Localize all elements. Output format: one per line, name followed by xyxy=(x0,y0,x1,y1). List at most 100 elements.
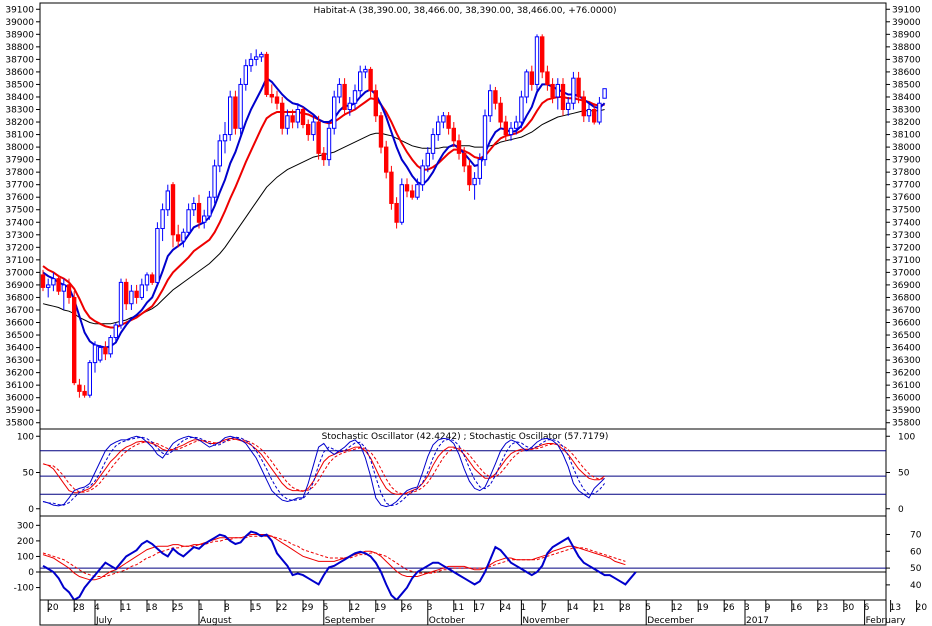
candle xyxy=(207,190,212,220)
price-right-tick-label: 37900 xyxy=(892,156,921,166)
candle-body-up xyxy=(514,121,519,129)
price-right-y-ticks: 35800 35900 36000 36100 36200 36300 36400 36500… xyxy=(886,5,921,429)
x-axis-day-label: 24 xyxy=(500,603,512,613)
candle-body-up xyxy=(259,53,264,58)
x-axis-day-label: 3 xyxy=(744,603,750,613)
price-left-tick-label: 39000 xyxy=(5,18,34,28)
stochastic-panel: Stochastic Oscillator (42.4242) ; Stocha… xyxy=(17,428,915,517)
candle-body-up xyxy=(113,324,118,339)
candle xyxy=(415,178,420,200)
candle xyxy=(436,115,441,141)
momentum-signal-line xyxy=(42,534,626,581)
candle xyxy=(46,278,51,298)
x-axis-labels: 20 28 4 11 18 25 1 8 15 22 29 5 12 19 26 3 11 17 24 1 7 14 21 2… xyxy=(47,600,927,626)
candle-body-up xyxy=(332,96,337,129)
candle xyxy=(472,172,477,200)
candle-body-up xyxy=(436,121,441,136)
price-right-tick-label: 39100 xyxy=(892,5,921,15)
candle-body-up xyxy=(477,159,483,179)
candle-body-up xyxy=(425,152,431,167)
price-right-tick-label: 35800 xyxy=(892,419,921,429)
candle-body-up xyxy=(186,209,191,233)
momentum-lines xyxy=(42,530,637,600)
candle-body-up xyxy=(566,102,571,110)
stochastic-lines xyxy=(42,435,605,508)
price-right-tick-label: 36200 xyxy=(892,369,921,379)
price-left-tick-label: 36700 xyxy=(5,306,34,316)
candle xyxy=(586,103,592,123)
candle-body-down xyxy=(66,284,72,298)
stochastic-series xyxy=(42,435,605,508)
candle-body-up xyxy=(285,115,290,129)
candle xyxy=(524,69,529,104)
price-right-tick-label: 38400 xyxy=(892,93,921,103)
stochastic-fast-signal-line xyxy=(42,436,605,507)
candle-body-down xyxy=(384,146,389,173)
candle xyxy=(498,96,503,129)
price-left-tick-label: 37000 xyxy=(5,268,34,278)
candle-body-up xyxy=(347,102,353,110)
candle-body-down xyxy=(264,53,269,95)
candle xyxy=(134,284,139,304)
price-left-tick-label: 37800 xyxy=(5,168,34,178)
candle-body-up xyxy=(238,83,243,129)
price-right-tick-label: 36800 xyxy=(892,293,921,303)
candle-body-down xyxy=(462,152,467,167)
candle xyxy=(233,90,238,135)
momentum-y-ticks: -100 0 100 200 300 40 50 60 70 xyxy=(14,521,922,593)
candle xyxy=(597,96,602,125)
candle xyxy=(378,112,384,154)
candle-body-up xyxy=(212,165,217,198)
momentum-panel-frame xyxy=(39,515,887,601)
candle-body-down xyxy=(456,140,462,154)
candle xyxy=(144,272,150,292)
momentum-left-tick-label: 200 xyxy=(17,537,34,547)
candle xyxy=(212,159,217,204)
x-axis-day-label: 26 xyxy=(401,603,413,613)
candle xyxy=(108,335,113,358)
x-axis-day-label: 19 xyxy=(375,603,387,613)
candle-body-up xyxy=(420,165,425,186)
candle-body-up xyxy=(311,121,316,136)
candle-body-up xyxy=(248,58,254,67)
price-left-tick-label: 36500 xyxy=(5,331,34,341)
price-right-tick-label: 36400 xyxy=(892,344,921,354)
candle-body-down xyxy=(103,347,108,355)
price-left-tick-label: 38600 xyxy=(5,68,34,78)
x-axis-day-label: 21 xyxy=(593,603,604,613)
x-axis-day-label: 9 xyxy=(765,603,771,613)
candle-body-down xyxy=(373,90,379,117)
candle xyxy=(243,59,249,91)
price-right-tick-label: 37000 xyxy=(892,268,921,278)
candle xyxy=(430,128,436,160)
candle-body-up xyxy=(207,196,212,217)
x-axis-day-label: 1 xyxy=(520,603,526,613)
candle xyxy=(124,278,129,310)
price-left-tick-label: 38900 xyxy=(5,30,34,40)
price-right-tick-label: 38200 xyxy=(892,118,921,128)
candle-body-up xyxy=(61,284,66,292)
candle xyxy=(358,65,363,97)
candle-body-down xyxy=(493,90,498,104)
candle-body-down xyxy=(404,184,410,192)
candle xyxy=(493,86,498,110)
price-left-tick-label: 37400 xyxy=(5,218,34,228)
price-right-tick-label: 37700 xyxy=(892,181,921,191)
price-right-tick-label: 38100 xyxy=(892,131,921,141)
candle xyxy=(321,147,327,166)
price-right-tick-label: 38600 xyxy=(892,68,921,78)
candle xyxy=(540,34,545,79)
candle-body-down xyxy=(300,109,306,126)
candle xyxy=(191,197,197,216)
x-axis-day-label: 29 xyxy=(302,603,314,613)
candle-body-up xyxy=(555,83,560,98)
stochastic-title: Stochastic Oscillator (42.4242) ; Stocha… xyxy=(322,432,609,442)
candle-body-up xyxy=(144,274,150,286)
candle-body-up xyxy=(87,362,92,396)
candle-body-up xyxy=(524,71,529,98)
x-axis-day-label: 13 xyxy=(890,603,901,613)
price-left-y-ticks: 35800 35900 36000 36100 36200 36300 36400 36500… xyxy=(5,5,40,429)
x-axis-day-label: 6 xyxy=(864,603,870,613)
candle-body-up xyxy=(228,96,233,136)
candle xyxy=(82,385,87,398)
